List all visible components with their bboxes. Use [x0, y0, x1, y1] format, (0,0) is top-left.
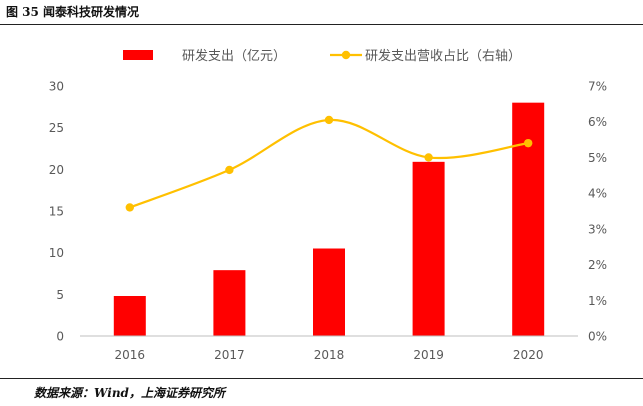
x-axis-tick-label: 2017	[214, 348, 245, 362]
legend-label-bar: 研发支出（亿元）	[182, 48, 286, 64]
ratio-point	[324, 115, 334, 125]
source-note: 数据来源：Wind，上海证券研究所	[34, 386, 225, 400]
left-axis-tick-label: 5	[56, 288, 64, 302]
right-axis-tick-label: 5%	[588, 151, 607, 165]
x-axis-tick-label: 2020	[513, 348, 544, 362]
left-axis-tick-label: 15	[49, 205, 64, 219]
legend-swatch-marker	[341, 50, 351, 60]
right-axis-tick-label: 6%	[588, 115, 607, 129]
bar	[412, 161, 445, 336]
right-axis-tick-label: 7%	[588, 80, 607, 94]
x-axis-tick-label: 2018	[314, 348, 345, 362]
ratio-point	[125, 203, 134, 212]
x-axis-tick-label: 2016	[115, 348, 146, 362]
right-axis-tick-label: 0%	[588, 330, 607, 344]
left-axis-tick-label: 25	[49, 121, 64, 135]
figure-title: 图 35 闻泰科技研发情况	[6, 5, 140, 19]
x-axis-tick-label: 2019	[413, 348, 444, 362]
ratio-point	[424, 153, 433, 162]
ratio-point	[225, 165, 234, 175]
ratio-line	[129, 118, 529, 209]
right-axis-tick-label: 2%	[588, 258, 607, 272]
left-axis-tick-label: 20	[49, 163, 64, 177]
right-axis-tick-label: 1%	[588, 294, 607, 308]
legend-swatch-bar	[123, 50, 153, 60]
left-axis-tick-label: 10	[49, 246, 64, 260]
right-axis-tick-label: 4%	[588, 187, 607, 201]
legend-label-line: 研发支出营收占比（右轴）	[365, 48, 521, 64]
left-axis-tick-label: 30	[49, 80, 64, 94]
right-axis-tick-label: 3%	[588, 222, 607, 236]
ratio-point	[524, 138, 533, 148]
source-rule	[0, 378, 643, 379]
bar	[512, 102, 545, 337]
left-axis-tick-label: 0	[56, 330, 64, 344]
bar	[113, 296, 146, 336]
bar	[313, 248, 345, 336]
title-rule	[0, 24, 643, 25]
bar	[213, 270, 246, 336]
